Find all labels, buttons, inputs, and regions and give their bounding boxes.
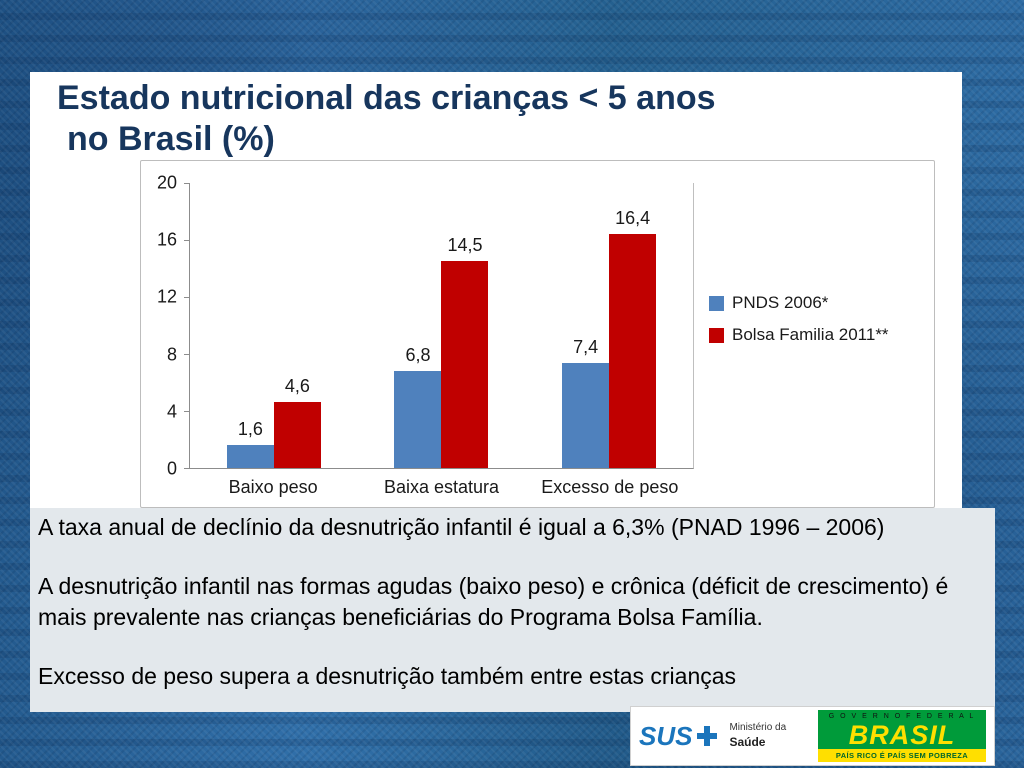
brasil-logo-text: BRASIL: [848, 719, 956, 750]
slide-title-line1: Estado nutricional das crianças < 5 anos: [57, 79, 716, 117]
bar-value-label: 6,8: [405, 345, 431, 366]
note-paragraph-2: A desnutrição infantil nas formas agudas…: [38, 573, 949, 630]
bar-pnds-2006: 6,8: [394, 345, 442, 468]
bar-group: 1,6 4,6: [226, 183, 321, 468]
bar-bolsa-familia-2011: 4,6: [273, 376, 321, 468]
ministerio-saude-label: Ministério da Saúde: [729, 722, 786, 750]
brasil-tagline: PAÍS RICO É PAÍS SEM POBREZA: [818, 749, 986, 763]
y-tick-label: 8: [166, 344, 177, 365]
legend-label: PNDS 2006*: [732, 293, 829, 312]
footer-logos: SUS Ministério da Saúde G O V E R N O F …: [630, 706, 995, 766]
bar-pnds-2006: 1,6: [226, 419, 274, 468]
slide-title-line2: no Brasil (%): [67, 119, 275, 158]
legend-swatch: [709, 295, 724, 311]
legend-entry: Bolsa Familia 2011**: [709, 325, 889, 345]
y-tick-label: 4: [166, 401, 177, 422]
y-tick-label: 12: [156, 286, 177, 307]
note-paragraph-3: Excesso de peso supera a desnutrição tam…: [38, 663, 737, 690]
bar-value-label: 14,5: [447, 235, 483, 256]
sus-logo: SUS: [639, 720, 718, 752]
legend-entry: PNDS 2006*: [709, 293, 889, 313]
bar-group: 6,8 14,5: [394, 183, 489, 468]
bar-value-label: 1,6: [237, 419, 263, 440]
y-tick-mark: [184, 297, 190, 298]
sus-cross-icon: [697, 726, 718, 746]
x-category-label: Baixa estatura: [383, 477, 500, 497]
ministry-line1: Ministério da: [729, 722, 787, 734]
y-tick-label: 0: [166, 458, 177, 479]
notes-panel: A taxa anual de declínio da desnutrição …: [30, 508, 995, 712]
x-category-label: Excesso de peso: [541, 477, 679, 497]
y-tick-label: 20: [156, 172, 177, 193]
plot-area: 1,6 4,6 6,8 14,5 7,4 16,4: [184, 183, 694, 469]
bar-bolsa-familia-2011: 14,5: [441, 235, 489, 468]
bar-group: 7,4 16,4: [562, 183, 657, 468]
brasil-governo-logo: G O V E R N O F E D E R A L BRASIL PAÍS …: [818, 709, 986, 763]
sus-logo-text: SUS: [639, 720, 693, 751]
governo-federal-label: G O V E R N O F E D E R A L: [828, 712, 976, 720]
y-tick-label: 16: [156, 229, 177, 250]
y-tick-mark: [184, 240, 190, 241]
slide-title: Estado nutricional das crianças < 5 anos…: [30, 72, 962, 160]
y-axis: 20 16 12 8 4 0: [141, 173, 185, 479]
y-tick-mark: [184, 468, 190, 469]
x-category-label: Baixo peso: [228, 477, 318, 497]
chart-legend: PNDS 2006* Bolsa Familia 2011**: [709, 293, 889, 345]
ministry-line2: Saúde: [729, 734, 766, 749]
note-paragraph-1: A taxa anual de declínio da desnutrição …: [38, 514, 885, 540]
bar-value-label: 16,4: [615, 208, 651, 229]
slide-content-area: Estado nutricional das crianças < 5 anos…: [30, 72, 962, 508]
y-tick-mark: [184, 411, 190, 412]
bar-chart: 20 16 12 8 4 0 1,6 4,6 6,8 14,5 7,4 16,4 Baixo pes…: [140, 160, 935, 508]
bar-value-label: 4,6: [284, 376, 310, 397]
legend-swatch: [709, 327, 724, 343]
bar-bolsa-familia-2011: 16,4: [609, 208, 657, 468]
x-axis-labels: Baixo peso Baixa estatura Excesso de peso: [189, 477, 694, 498]
bar-value-label: 7,4: [573, 336, 599, 357]
bar-pnds-2006: 7,4: [562, 337, 610, 468]
legend-label: Bolsa Familia 2011**: [732, 325, 889, 344]
y-tick-mark: [184, 183, 190, 184]
y-tick-mark: [184, 354, 190, 355]
